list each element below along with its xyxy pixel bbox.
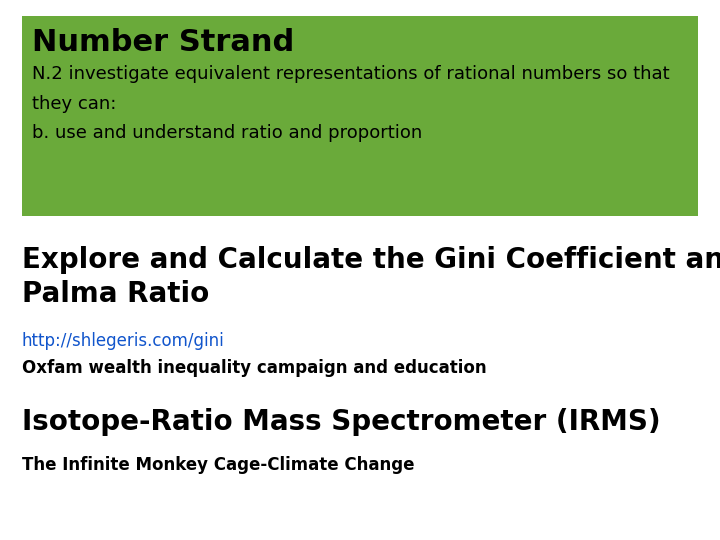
Text: N.2 investigate equivalent representations of rational numbers so that: N.2 investigate equivalent representatio…: [32, 65, 670, 83]
Text: The Infinite Monkey Cage-Climate Change: The Infinite Monkey Cage-Climate Change: [22, 456, 414, 474]
Text: http://shlegeris.com/gini: http://shlegeris.com/gini: [22, 332, 225, 350]
Text: Oxfam wealth inequality campaign and education: Oxfam wealth inequality campaign and edu…: [22, 359, 486, 377]
Text: b. use and understand ratio and proportion: b. use and understand ratio and proporti…: [32, 124, 423, 142]
Text: Isotope-Ratio Mass Spectrometer (IRMS): Isotope-Ratio Mass Spectrometer (IRMS): [22, 408, 660, 436]
Text: Number Strand: Number Strand: [32, 28, 294, 57]
FancyBboxPatch shape: [22, 16, 698, 216]
Text: they can:: they can:: [32, 94, 117, 112]
Text: Explore and Calculate the Gini Coefficient and the
Palma Ratio: Explore and Calculate the Gini Coefficie…: [22, 246, 720, 308]
